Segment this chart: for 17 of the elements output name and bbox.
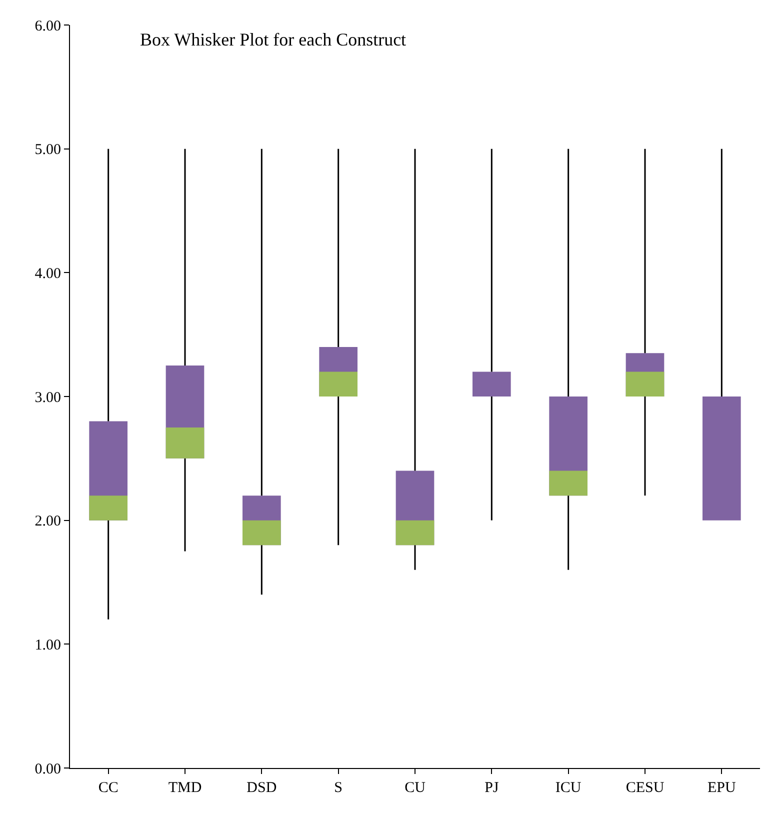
y-tick-label: 0.00 (34, 761, 61, 778)
x-tick-label: CU (404, 780, 426, 796)
y-tick-label: 6.00 (34, 18, 61, 34)
x-tick-label: DSD (246, 780, 277, 796)
y-tick-label: 4.00 (34, 266, 61, 282)
x-tick-label: CESU (626, 780, 664, 796)
x-tick-label: ICU (555, 780, 582, 796)
x-tick-label: EPU (708, 780, 736, 796)
x-tick-label: CC (98, 780, 118, 796)
chart-title: Box Whisker Plot for each Construct (140, 29, 406, 50)
y-tick-label: 3.00 (34, 390, 61, 406)
y-tick-label: 2.00 (34, 514, 61, 530)
x-tick-label: PJ (484, 780, 499, 796)
x-tick-label: TMD (168, 780, 202, 796)
y-tick-label: 1.00 (34, 637, 61, 654)
x-tick-label: S (334, 780, 342, 796)
y-tick-label: 5.00 (34, 142, 61, 158)
